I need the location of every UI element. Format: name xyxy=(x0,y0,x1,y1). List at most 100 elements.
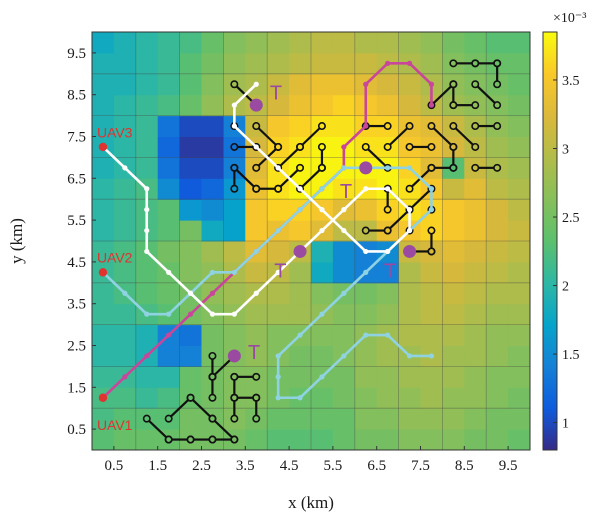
heatmap-cell xyxy=(179,73,202,96)
heatmap-cell xyxy=(376,408,400,430)
obstacle-node xyxy=(230,142,239,151)
heatmap-cell xyxy=(92,199,115,221)
uav-waypoint xyxy=(363,332,369,338)
heatmap-cell xyxy=(157,220,181,242)
heatmap-cell xyxy=(486,32,509,54)
uav-waypoint xyxy=(209,311,216,317)
heatmap-cell xyxy=(354,199,378,221)
heatmap-cell xyxy=(289,94,312,117)
heatmap-cell xyxy=(135,115,159,137)
heatmap-cell xyxy=(486,115,509,137)
heatmap-cell xyxy=(486,73,509,96)
uav-waypoint xyxy=(253,81,259,87)
target-marker xyxy=(227,349,241,363)
obstacle-node xyxy=(252,414,261,423)
heatmap-cell xyxy=(267,94,290,117)
target-label: T xyxy=(384,260,396,282)
target-label: T xyxy=(274,260,286,282)
uav-waypoint xyxy=(166,332,172,338)
uav-waypoint xyxy=(144,227,150,234)
obstacle-node xyxy=(252,184,261,193)
heatmap-cell xyxy=(464,199,487,221)
obstacle-node xyxy=(449,101,458,110)
y-tick-label: 6.5 xyxy=(67,171,86,187)
heatmap-cell xyxy=(442,282,465,305)
heatmap-cell xyxy=(223,282,246,305)
heatmap-cell xyxy=(113,199,137,221)
colorbar-ticks: 1 1.5 2 2.5 3 3.5 xyxy=(553,74,580,432)
heatmap-cell xyxy=(508,73,530,96)
obstacle-node xyxy=(493,122,502,131)
obstacle-edge xyxy=(433,127,452,146)
obstacle-node xyxy=(252,372,261,381)
heatmap-cell xyxy=(245,345,268,367)
heatmap-cell xyxy=(508,136,530,158)
y-axis-label: y (km) xyxy=(7,218,26,264)
heatmap-cell xyxy=(420,52,443,75)
heatmap-cell xyxy=(486,303,509,326)
heatmap-cell xyxy=(332,366,356,388)
heatmap-cell xyxy=(332,429,356,450)
heatmap-cell xyxy=(311,387,334,409)
uav-waypoint xyxy=(428,102,435,108)
obstacle-edge xyxy=(192,399,211,418)
heatmap-cell xyxy=(245,303,268,326)
heatmap-cell xyxy=(442,32,465,54)
uav-waypoint xyxy=(144,311,150,317)
heatmap-cell xyxy=(464,408,487,430)
heatmap-cell xyxy=(92,115,115,137)
heatmap-cell xyxy=(376,429,400,450)
uav-waypoint xyxy=(406,353,413,359)
heatmap-cell xyxy=(201,32,224,54)
obstacle-node xyxy=(296,142,305,151)
heatmap-cell xyxy=(398,408,421,430)
x-axis-ticks: 0.5 1.5 2.5 3.5 4.5 5.5 6.5 7.5 8.5 9.5 xyxy=(105,446,517,474)
y-axis-ticks: 0.5 1.5 2.5 3.5 4.5 5.5 6.5 7.5 8.5 9.5 xyxy=(67,46,96,438)
uav-waypoint xyxy=(297,207,303,213)
heatmap-cell xyxy=(420,324,443,346)
obstacle-node xyxy=(317,142,326,151)
obstacle-edge xyxy=(235,169,255,188)
heatmap-cell xyxy=(92,282,115,305)
heatmap-cell xyxy=(179,408,202,430)
uav-waypoint xyxy=(166,311,172,317)
heatmap-cell xyxy=(398,324,421,346)
heatmap-cell xyxy=(179,345,202,367)
obstacle-edge xyxy=(476,85,496,104)
uav-waypoint xyxy=(385,332,391,338)
uav-waypoint xyxy=(122,374,128,380)
heatmap-cell xyxy=(179,115,202,137)
uav-waypoint xyxy=(363,269,369,275)
target-marker xyxy=(249,98,263,112)
heatmap-cell xyxy=(464,157,487,179)
obstacle-node xyxy=(383,226,392,235)
heatmap-cell xyxy=(508,241,530,263)
uav-start-point xyxy=(98,142,108,152)
targets: T T T T T xyxy=(227,83,417,364)
heatmap-cell xyxy=(201,52,224,75)
heatmap-cell xyxy=(464,366,487,388)
uav-waypoint xyxy=(253,144,259,150)
heatmap-cell xyxy=(332,178,356,200)
heatmap-cell xyxy=(157,136,181,158)
obstacle-node xyxy=(449,59,458,68)
heatmap-cell xyxy=(201,73,224,96)
plot-frame xyxy=(91,31,531,451)
heatmap-cell xyxy=(464,429,487,450)
obstacle-node xyxy=(471,80,480,89)
heatmap-cell xyxy=(354,303,378,326)
obstacle-node xyxy=(493,163,502,172)
heatmap-cell xyxy=(376,366,400,388)
y-tick-label: 2.5 xyxy=(67,339,86,355)
heatmap-cell xyxy=(311,73,334,96)
heatmap-cell xyxy=(376,199,400,221)
heatmap-cell xyxy=(398,429,421,450)
heatmap-cell xyxy=(376,94,400,117)
heatmap-cell xyxy=(179,136,202,158)
heatmap-cell xyxy=(354,52,378,75)
heatmap-cell xyxy=(398,94,421,117)
y-tick-label: 7.5 xyxy=(67,130,86,146)
obstacle-node xyxy=(230,184,239,193)
uav-waypoint xyxy=(144,248,150,255)
heatmap-cell xyxy=(267,52,290,75)
